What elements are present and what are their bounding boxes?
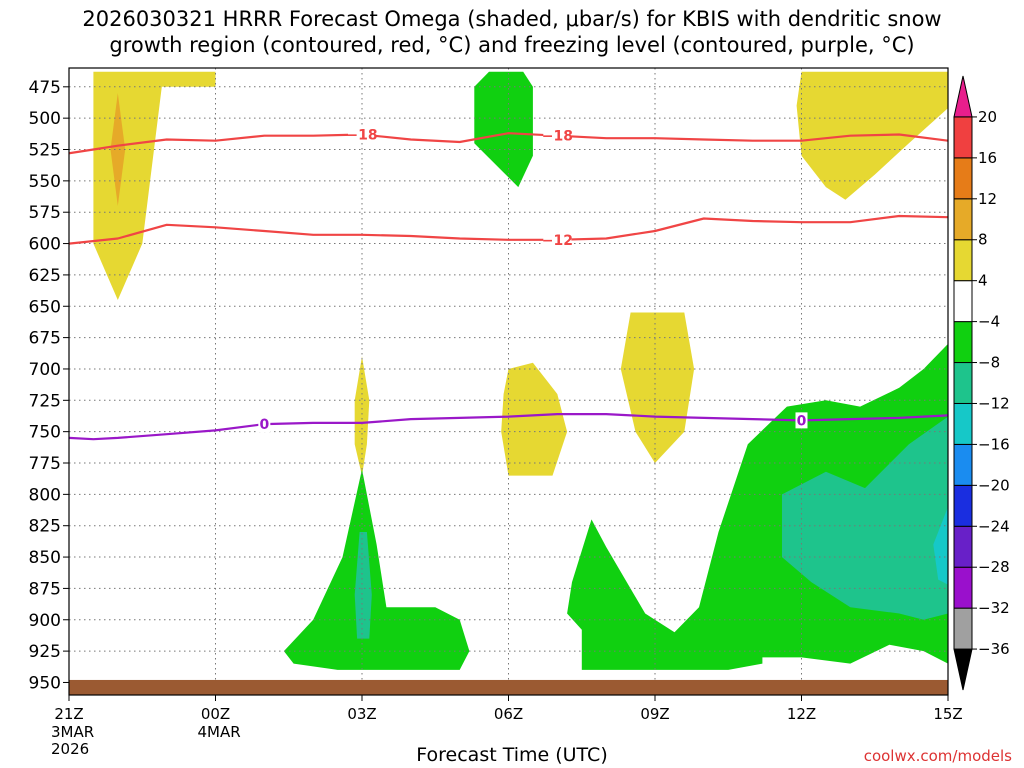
colorbar: −36 −32 −28 −24 −20 −16 −12 −8 −4 4 8 12 16 20 — [953, 75, 1010, 691]
y-tick-label-850: 850 — [29, 548, 61, 568]
colorbar-bin-13 — [953, 116, 973, 159]
contour-label-2-0: 0 — [259, 417, 269, 433]
colorbar-triangle-high — [953, 75, 973, 118]
colorbar-bin-12 — [953, 157, 973, 200]
omega-region-11 — [933, 506, 948, 585]
omega-region-6 — [620, 312, 695, 463]
colorbar-label-3: −24 — [978, 517, 1010, 535]
colorbar-label-7: −8 — [978, 354, 1000, 372]
colorbar-triangle-low — [953, 648, 973, 691]
y-tick-label-825: 825 — [29, 517, 61, 537]
y-tick-label-725: 725 — [29, 391, 61, 411]
y-tick-label-500: 500 — [29, 109, 61, 129]
ground-surface — [69, 679, 948, 695]
colorbar-bin-6 — [953, 402, 973, 445]
colorbar-label-1: −32 — [978, 599, 1010, 617]
title-line-1: 2026030321 HRRR Forecast Omega (shaded, … — [82, 7, 942, 31]
y-tick-label-700: 700 — [29, 360, 61, 380]
y-tick-label-950: 950 — [29, 673, 61, 693]
colorbar-label-13: 20 — [978, 108, 997, 126]
contour-label-bg-2-0 — [258, 416, 271, 433]
y-tick-label-575: 575 — [29, 203, 61, 223]
y-tick-label-875: 875 — [29, 579, 61, 599]
x-axis-label: Forecast Time (UTC) — [416, 744, 608, 766]
colorbar-bin-7 — [953, 362, 973, 404]
x-tick-label-4: 09Z — [640, 705, 669, 723]
y-tick-label-800: 800 — [29, 485, 61, 505]
x-tick-label-0: 21Z — [54, 705, 83, 723]
contour-line-2 — [69, 413, 948, 441]
contour-lines: −18 −18 −12 0 0 — [69, 126, 948, 441]
omega-region-4 — [354, 356, 370, 476]
omega-region-10 — [782, 416, 948, 620]
y-tick-label-650: 650 — [29, 297, 61, 317]
omega-region-1 — [110, 93, 126, 206]
contour-label-1-0: −12 — [542, 233, 573, 249]
colorbar-bin-2 — [953, 566, 973, 609]
x-tick-label-1: 00Z — [201, 705, 230, 723]
x-tick-date-1: 4MAR — [198, 723, 241, 741]
y-tick-label-475: 475 — [29, 78, 61, 98]
colorbar-label-6: −12 — [978, 394, 1010, 412]
y-tick-label-600: 600 — [29, 235, 61, 255]
y-tick-label-675: 675 — [29, 329, 61, 349]
title-line-2: growth region (contoured, red, °C) and f… — [109, 33, 915, 57]
x-tick-label-6: 15Z — [933, 705, 962, 723]
contour-label-0-1: −18 — [542, 129, 573, 145]
colorbar-bin-1 — [953, 607, 973, 650]
credit-link[interactable]: coolwx.com/models — [863, 747, 1012, 765]
colorbar-bin-10 — [953, 239, 973, 282]
colorbar-bin-5 — [953, 443, 973, 486]
y-tick-label-625: 625 — [29, 266, 61, 286]
colorbar-bin-4 — [953, 484, 973, 527]
contour-label-0-0: −18 — [346, 127, 377, 143]
colorbar-label-4: −20 — [978, 476, 1010, 494]
omega-region-0 — [93, 71, 216, 300]
x-tick-label-3: 06Z — [494, 705, 523, 723]
y-tick-label-900: 900 — [29, 611, 61, 631]
contour-label-bg-0-1 — [543, 127, 572, 144]
contour-line-0 — [69, 132, 948, 155]
y-axis-ticks: 475 500 525 550 575 600 625 650 675 700 725 750 775 8… — [29, 78, 69, 693]
x-tick-label-5: 12Z — [787, 705, 816, 723]
colorbar-label-5: −16 — [978, 435, 1010, 453]
colorbar-label-10: 8 — [978, 231, 988, 249]
contour-line-1 — [69, 214, 948, 245]
y-tick-label-925: 925 — [29, 642, 61, 662]
colorbar-label-0: −36 — [978, 640, 1010, 658]
colorbar-label-11: 12 — [978, 190, 997, 208]
omega-region-8 — [354, 532, 372, 639]
contour-label-bg-1-0 — [543, 231, 572, 248]
colorbar-label-9: 4 — [978, 272, 988, 290]
y-tick-label-775: 775 — [29, 454, 61, 474]
contour-label-2-1: 0 — [797, 413, 807, 429]
x-tick-date-0: 3MAR — [51, 723, 94, 741]
colorbar-bin-11 — [953, 198, 973, 241]
x-tick-year-0: 2026 — [51, 740, 89, 758]
chart-title: 2026030321 HRRR Forecast Omega (shaded, … — [0, 6, 1024, 58]
y-tick-label-750: 750 — [29, 423, 61, 443]
colorbar-bin-9 — [953, 280, 973, 323]
colorbar-label-8: −4 — [978, 313, 1000, 331]
x-tick-label-2: 03Z — [347, 705, 376, 723]
y-tick-label-550: 550 — [29, 172, 61, 192]
colorbar-label-12: 16 — [978, 149, 997, 167]
omega-region-5 — [501, 362, 568, 476]
colorbar-bin-3 — [953, 525, 973, 568]
colorbar-bin-8 — [953, 321, 973, 364]
contour-label-bg-2-1 — [795, 412, 808, 429]
omega-shading — [93, 71, 948, 670]
colorbar-label-2: −28 — [978, 558, 1010, 576]
omega-region-3 — [474, 71, 533, 188]
contour-label-bg-0-0 — [348, 126, 376, 143]
y-tick-label-525: 525 — [29, 141, 61, 161]
omega-region-7 — [283, 469, 470, 670]
